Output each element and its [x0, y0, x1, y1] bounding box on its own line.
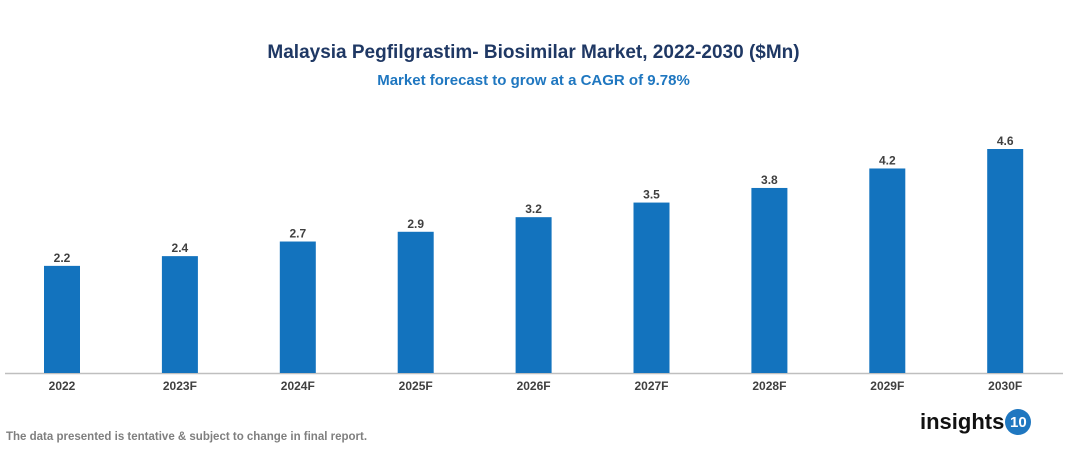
x-tick-label: 2026F [517, 379, 551, 393]
chart-title: Malaysia Pegfilgrastim- Biosimilar Marke… [267, 42, 800, 63]
bar-2026F [515, 217, 552, 373]
bar-2030F [987, 149, 1024, 373]
x-tick-label: 2023F [163, 379, 197, 393]
x-tick-label: 2028F [752, 379, 786, 393]
data-label: 4.6 [997, 134, 1014, 148]
data-label: 3.5 [643, 188, 660, 202]
footer-note: The data presented is tentative & subjec… [6, 431, 368, 443]
data-label: 2.4 [172, 241, 189, 255]
x-tick-label: 2022 [49, 379, 76, 393]
x-tick-label: 2029F [870, 379, 904, 393]
data-label: 2.2 [54, 251, 71, 265]
x-tick-label: 2027F [634, 379, 668, 393]
bar-2028F [751, 187, 788, 373]
bar-2022 [44, 265, 80, 373]
insights10-logo: insights 10 [920, 409, 1032, 435]
x-tick-label: 2030F [988, 379, 1022, 393]
bar-2029F [869, 168, 906, 373]
data-label: 3.8 [761, 173, 778, 187]
bar-2025F [397, 231, 434, 373]
data-label: 4.2 [879, 153, 896, 167]
logo-badge: 10 [1005, 409, 1032, 435]
data-label: 3.2 [525, 202, 542, 216]
data-label: 2.7 [289, 227, 306, 241]
logo-text: insights [920, 409, 1005, 434]
x-tick-label: 2025F [399, 379, 433, 393]
x-tick-label: 2024F [281, 379, 315, 393]
bar-2023F [161, 256, 198, 373]
bar-2027F [633, 202, 670, 373]
data-label: 2.9 [407, 217, 424, 231]
chart-subtitle: Market forecast to grow at a CAGR of 9.7… [377, 72, 690, 89]
bar-2024F [279, 241, 316, 373]
